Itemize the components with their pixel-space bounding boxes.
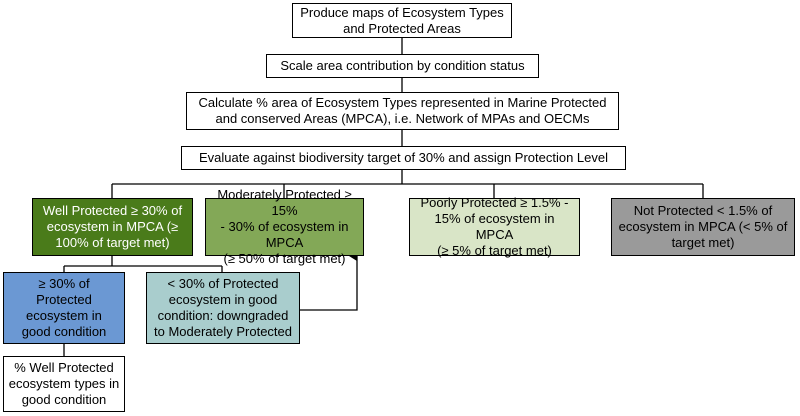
scale-area-text: Scale area contribution by condition sta…	[280, 58, 525, 73]
moderately-protected-text: Moderately Protected ≥ 15% - 30% of ecos…	[217, 187, 352, 266]
poorly-protected-box: Poorly Protected ≥ 1.5% - 15% of ecosyst…	[409, 195, 580, 258]
good-condition-box: ≥ 30% of Protected ecosystem in good con…	[3, 272, 125, 344]
downgraded-text: < 30% of Protected ecosystem in good con…	[153, 276, 293, 339]
downgraded-box: < 30% of Protected ecosystem in good con…	[146, 272, 300, 344]
arrow-downgrade-to-moderate	[300, 251, 358, 311]
output-box: % Well Protected ecosystem types in good…	[3, 356, 125, 412]
not-protected-box: Not Protected < 1.5% of ecosystem in MPC…	[611, 198, 795, 256]
well-protected-text: Well Protected ≥ 30% of ecosystem in MPC…	[42, 203, 183, 250]
good-condition-text: ≥ 30% of Protected ecosystem in good con…	[21, 276, 107, 339]
evaluate-text: Evaluate against biodiversity target of …	[198, 150, 609, 165]
produce-maps-text: Produce maps of Ecosystem Types and Prot…	[300, 4, 504, 36]
well-protected-box: Well Protected ≥ 30% of ecosystem in MPC…	[32, 198, 193, 256]
output-text: % Well Protected ecosystem types in good…	[8, 360, 120, 407]
evaluate-box: Evaluate against biodiversity target of …	[181, 146, 626, 170]
not-protected-text: Not Protected < 1.5% of ecosystem in MPC…	[618, 203, 788, 250]
poorly-protected-text: Poorly Protected ≥ 1.5% - 15% of ecosyst…	[420, 195, 569, 258]
moderately-protected-box: Moderately Protected ≥ 15% - 30% of ecos…	[205, 187, 364, 266]
scale-area-box: Scale area contribution by condition sta…	[266, 54, 539, 78]
calculate-box: Calculate % area of Ecosystem Types repr…	[186, 92, 619, 130]
calculate-text: Calculate % area of Ecosystem Types repr…	[198, 95, 607, 126]
produce-maps-box: Produce maps of Ecosystem Types and Prot…	[292, 3, 512, 38]
